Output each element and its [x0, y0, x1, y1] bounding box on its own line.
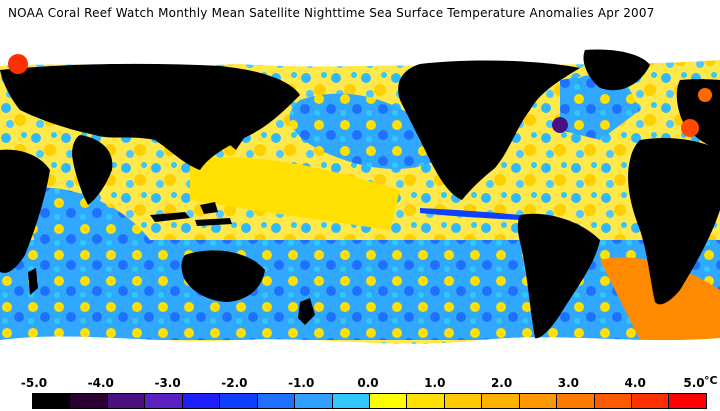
legend-swatch — [295, 394, 333, 408]
legend-swatch — [332, 394, 370, 408]
arctic-ice — [0, 40, 720, 68]
legend-swatch — [594, 394, 632, 408]
cold-spot-north-atlantic — [552, 117, 568, 133]
legend-swatch — [257, 394, 296, 408]
legend-swatch — [519, 394, 558, 408]
equatorial-cold-tongue — [420, 208, 520, 220]
north-america-land — [398, 60, 580, 200]
legend-swatch — [33, 394, 71, 408]
indian-ocean-cool — [20, 187, 150, 270]
antarctica-ice — [0, 336, 720, 364]
legend-tick-label: -1.0 — [288, 376, 315, 390]
legend-tick-label: 4.0 — [624, 376, 646, 390]
legend-swatch — [70, 394, 108, 408]
legend-swatch — [557, 394, 595, 408]
hot-spot-north-atlantic — [681, 119, 699, 137]
legend-swatch — [444, 394, 483, 408]
south-america-land — [517, 213, 600, 339]
color-scale-legend: -5.0 -4.0 -3.0 -2.0 -1.0 0.0 1.0 2.0 3.0 4.0 5.0 °… — [0, 372, 720, 411]
legend-tick-label: 1.0 — [424, 376, 446, 390]
legend-swatch — [107, 394, 146, 408]
new-zealand-land — [298, 298, 315, 325]
legend-swatch — [369, 394, 408, 408]
legend-unit: °C — [704, 374, 718, 387]
map-title: NOAA Coral Reef Watch Monthly Mean Satel… — [8, 6, 655, 20]
legend-swatch — [632, 394, 670, 408]
legend-tick-label: -2.0 — [221, 376, 248, 390]
legend-tick-label: 0.0 — [357, 376, 379, 390]
indonesia-land — [150, 202, 232, 226]
australia-land — [181, 250, 265, 302]
legend-swatch — [182, 394, 221, 408]
eurasia-land — [0, 63, 720, 171]
legend-swatch — [407, 394, 445, 408]
legend-tick-label: -4.0 — [87, 376, 114, 390]
sst-anomaly-map — [0, 40, 720, 364]
africa-land — [0, 138, 720, 305]
legend-tick-label: 5.0 — [683, 376, 705, 390]
north-pacific-cool — [289, 93, 450, 169]
legend-tick-label: -5.0 — [20, 376, 48, 390]
legend-swatch — [145, 394, 183, 408]
legend-swatch — [669, 394, 706, 408]
map-svg — [0, 40, 720, 364]
japan-land — [230, 120, 246, 150]
legend-color-bar — [32, 393, 707, 409]
madagascar-land — [28, 268, 38, 295]
legend-swatch — [482, 394, 520, 408]
legend-tick-label: 2.0 — [490, 376, 513, 390]
legend-tick-label: 3.0 — [557, 376, 580, 390]
legend-swatch — [220, 394, 258, 408]
hot-spot-mediterranean — [698, 88, 712, 102]
legend-tick-label: -3.0 — [154, 376, 181, 390]
greenland-land — [583, 49, 650, 91]
hot-spot-arctic — [8, 54, 28, 74]
india-land — [72, 135, 113, 205]
pacific-warm-band — [190, 157, 400, 230]
